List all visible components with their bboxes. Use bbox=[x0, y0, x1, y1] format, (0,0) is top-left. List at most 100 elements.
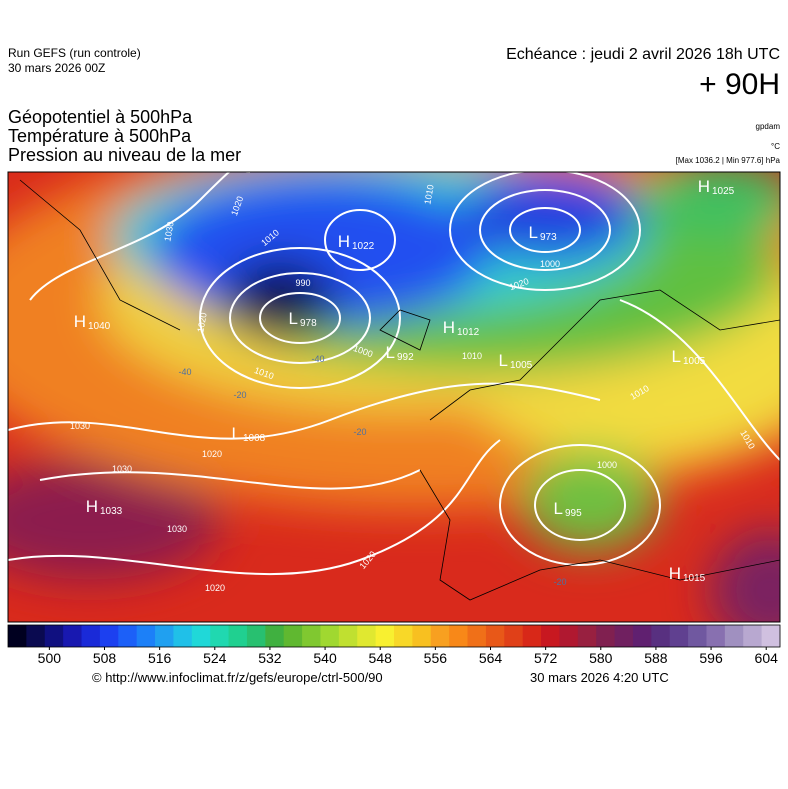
colorbar-frame bbox=[7, 624, 781, 648]
center-value: 1008 bbox=[243, 433, 266, 444]
run-name: Run GEFS (run controle) bbox=[8, 46, 141, 60]
center-value: 1033 bbox=[100, 506, 123, 517]
colorbar-tick-label: 596 bbox=[699, 650, 723, 666]
colorbar-tick-label: 532 bbox=[258, 650, 282, 666]
source: © http://www.infoclimat.fr/z/gefs/europe… bbox=[92, 670, 383, 685]
center-value: 1005 bbox=[510, 360, 533, 371]
center-type: L bbox=[672, 347, 681, 366]
center-type: H bbox=[443, 318, 455, 337]
isotherm-label: -20 bbox=[553, 577, 566, 587]
colorbar-swatch bbox=[743, 625, 763, 647]
colorbar-swatch bbox=[191, 625, 211, 647]
colorbar-swatch bbox=[8, 625, 27, 647]
center-value: 1015 bbox=[683, 573, 706, 584]
map-field bbox=[8, 172, 780, 622]
colorbar-swatch bbox=[44, 625, 64, 647]
colorbar-swatch bbox=[155, 625, 174, 647]
isobar-label: 1010 bbox=[422, 184, 435, 205]
coastlines bbox=[19, 179, 780, 601]
center-value: 978 bbox=[300, 318, 317, 329]
center-value: 995 bbox=[565, 508, 582, 519]
colorbar-swatch bbox=[246, 625, 266, 647]
isobar-label: 1030 bbox=[70, 421, 90, 431]
valid-time: Echéance : jeudi 2 avril 2026 18h UTC bbox=[506, 46, 780, 63]
generated-time: 30 mars 2026 4:20 UTC bbox=[530, 670, 669, 685]
title-2: Température à 500hPa bbox=[8, 126, 192, 146]
colorbar-swatch bbox=[210, 625, 230, 647]
colorbar-swatch bbox=[81, 625, 101, 647]
colorbar-swatch bbox=[63, 625, 83, 647]
unit-pressure: [Max 1036.2 | Min 977.6] hPa bbox=[675, 156, 780, 165]
colorbar-swatch bbox=[357, 625, 377, 647]
center-type: H bbox=[74, 312, 86, 331]
colorbar-swatch bbox=[761, 625, 781, 647]
isobar-label: 1020 bbox=[195, 312, 208, 333]
colorbar-swatch bbox=[688, 625, 707, 647]
colorbar-tick-label: 572 bbox=[534, 650, 558, 666]
isobar-label: 1030 bbox=[167, 524, 187, 534]
isotherm-label: -20 bbox=[233, 390, 246, 400]
colorbar-tick-label: 516 bbox=[148, 650, 172, 666]
center-type: H bbox=[698, 177, 710, 196]
isotherm-label: -20 bbox=[353, 427, 366, 437]
colorbar-swatch bbox=[118, 625, 138, 647]
colorbar-tick-label: 580 bbox=[589, 650, 613, 666]
center-value: 1005 bbox=[683, 356, 706, 367]
colorbar-swatch bbox=[265, 625, 285, 647]
colorbar-swatch bbox=[596, 625, 616, 647]
colorbar-tick-label: 540 bbox=[313, 650, 337, 666]
colorbar-swatch bbox=[302, 625, 321, 647]
isobar-label: 990 bbox=[295, 278, 310, 288]
colorbar-swatch bbox=[651, 625, 671, 647]
isobar-label: 1020 bbox=[205, 583, 225, 593]
colorbar-swatch bbox=[136, 625, 156, 647]
colorbar-swatch bbox=[449, 625, 469, 647]
colorbar-tick-label: 556 bbox=[424, 650, 448, 666]
colorbar-tick-label: 508 bbox=[93, 650, 117, 666]
colorbar-tick-label: 524 bbox=[203, 650, 227, 666]
center-type: H bbox=[338, 232, 350, 251]
colorbar-swatch bbox=[430, 625, 450, 647]
colorbar-swatch bbox=[669, 625, 689, 647]
colorbar-swatch bbox=[504, 625, 524, 647]
colorbar-swatch bbox=[559, 625, 579, 647]
isobar-label: 1000 bbox=[540, 259, 560, 269]
center-value: 1022 bbox=[352, 241, 375, 252]
colorbar-swatch bbox=[577, 625, 597, 647]
center-type: L bbox=[386, 343, 395, 362]
center-type: H bbox=[669, 564, 681, 583]
isobar-label: 1000 bbox=[597, 460, 617, 470]
colorbar-swatch bbox=[173, 625, 193, 647]
colorbar-tick-label: 500 bbox=[38, 650, 62, 666]
center-value: 992 bbox=[397, 352, 414, 363]
colorbar-swatch bbox=[467, 625, 487, 647]
isobars bbox=[8, 172, 780, 576]
colorbar-swatch bbox=[283, 625, 303, 647]
isobar-label: 1010 bbox=[462, 351, 482, 361]
isobar-label: 1030 bbox=[162, 221, 175, 242]
colorbar-swatch bbox=[375, 625, 395, 647]
isotherm-label: -40 bbox=[311, 354, 324, 364]
colorbar-swatch bbox=[228, 625, 248, 647]
colorbar-swatch bbox=[338, 625, 358, 647]
colorbar-tick-label: 588 bbox=[644, 650, 668, 666]
colorbar-swatch bbox=[412, 625, 432, 647]
center-value: 973 bbox=[540, 232, 557, 243]
unit-geopotential: gpdam bbox=[755, 122, 780, 131]
colorbar-swatch bbox=[541, 625, 560, 647]
colorbar-swatch bbox=[394, 625, 413, 647]
isotherm-label: -40 bbox=[178, 367, 191, 377]
colorbar-swatch bbox=[724, 625, 744, 647]
unit-temperature: °C bbox=[771, 142, 780, 151]
center-value: 1012 bbox=[457, 327, 480, 338]
colorbar-swatch bbox=[632, 625, 652, 647]
colorbar-swatch bbox=[485, 625, 505, 647]
isobar-label: 1020 bbox=[202, 449, 222, 459]
colorbar-tick-label: 548 bbox=[369, 650, 393, 666]
center-value: 1040 bbox=[88, 321, 111, 332]
isobar-label: 1030 bbox=[112, 464, 132, 474]
title-3: Pression au niveau de la mer bbox=[8, 145, 242, 165]
title-1: Géopotentiel à 500hPa bbox=[8, 107, 193, 127]
